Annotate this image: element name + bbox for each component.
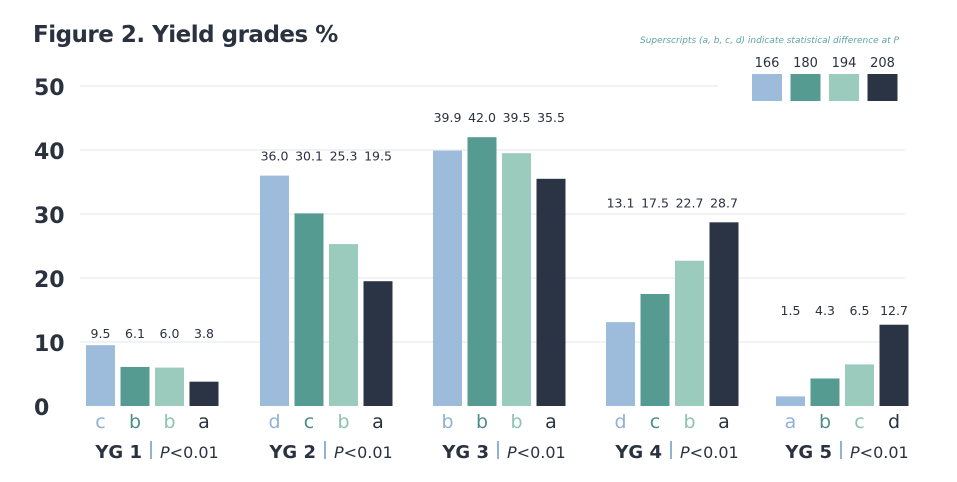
superscript-letter: b (163, 411, 175, 433)
category-label: YG 1 (94, 442, 142, 463)
data-label: 6.1 (125, 326, 145, 341)
bar (260, 175, 289, 406)
superscript-letter: b (510, 411, 522, 433)
data-label: 17.5 (641, 195, 669, 210)
y-tick-label: 10 (34, 332, 65, 357)
superscript-letter: a (545, 411, 557, 433)
p-value-label: P<0.01 (334, 443, 393, 462)
superscript-letter: a (372, 411, 384, 433)
data-label: 1.5 (781, 303, 801, 318)
superscript-letter: b (129, 411, 141, 433)
data-label: 4.3 (815, 303, 835, 318)
data-label: 12.7 (880, 303, 908, 318)
bar (810, 378, 840, 406)
legend-label: 208 (870, 56, 895, 71)
bar (879, 324, 909, 406)
bar (120, 366, 150, 406)
bar (709, 222, 739, 406)
p-symbol: P (507, 443, 517, 462)
bar (189, 381, 219, 406)
data-label: 39.9 (434, 110, 462, 125)
legend-swatch (752, 74, 782, 101)
data-label: 25.3 (330, 149, 358, 164)
superscript-letter: d (888, 411, 900, 433)
data-label: 28.7 (710, 195, 738, 210)
category-label: YG 5 (784, 442, 832, 463)
data-label: 9.5 (91, 326, 111, 341)
bar (155, 367, 184, 406)
bar (363, 281, 393, 406)
legend-label: 166 (755, 56, 780, 71)
legend-label: 180 (793, 56, 818, 71)
legend-swatch (867, 74, 898, 101)
superscript-letter: a (785, 411, 797, 433)
p-symbol: P (680, 443, 690, 462)
bar (329, 244, 358, 406)
data-label: 6.0 (160, 326, 180, 341)
p-value-label: P<0.01 (850, 443, 909, 462)
p-symbol: P (160, 443, 170, 462)
data-label: 3.8 (194, 326, 214, 341)
data-label: 42.0 (468, 110, 496, 125)
superscript-letter: c (650, 411, 660, 433)
data-label: 39.5 (503, 110, 531, 125)
superscript-letter: c (304, 411, 314, 433)
superscript-letter: d (268, 411, 280, 433)
bar (845, 364, 874, 406)
bar (536, 178, 566, 406)
p-symbol: P (334, 443, 344, 462)
data-label: 22.7 (676, 195, 704, 210)
bar (86, 345, 115, 406)
y-tick-label: 30 (34, 204, 65, 229)
bar (640, 294, 670, 406)
y-tick-label: 20 (34, 268, 65, 293)
bar (606, 322, 635, 406)
p-value-label: P<0.01 (160, 443, 219, 462)
superscript-letter: d (614, 411, 626, 433)
superscript-letter: a (198, 411, 210, 433)
y-tick-label: 0 (34, 396, 49, 421)
chart-title: Figure 2. Yield grades % (33, 22, 338, 48)
data-label: 13.1 (607, 195, 635, 210)
category-label: YG 2 (268, 442, 316, 463)
bar (294, 213, 324, 406)
superscript-letter: b (819, 411, 831, 433)
data-label: 36.0 (261, 149, 289, 164)
superscript-letter: b (441, 411, 453, 433)
data-label: 19.5 (364, 149, 392, 164)
p-threshold: <0.01 (690, 443, 739, 462)
bar (467, 137, 497, 406)
bar (675, 260, 704, 406)
data-label: 6.5 (850, 303, 870, 318)
bar (776, 396, 805, 406)
bar (433, 150, 462, 406)
p-threshold: <0.01 (860, 443, 909, 462)
category-label: YG 3 (441, 442, 489, 463)
p-threshold: <0.01 (517, 443, 566, 462)
superscript-letter: c (95, 411, 105, 433)
p-value-label: P<0.01 (680, 443, 739, 462)
superscript-letter: b (337, 411, 349, 433)
legend-swatch (790, 74, 821, 101)
chart-note: Superscripts (a, b, c, d) indicate stati… (640, 36, 902, 46)
p-threshold: <0.01 (170, 443, 219, 462)
category-label: YG 4 (614, 442, 662, 463)
data-label: 35.5 (537, 110, 565, 125)
superscript-letter: c (854, 411, 864, 433)
superscript-letter: b (476, 411, 488, 433)
y-tick-label: 50 (34, 76, 65, 101)
legend-swatch (829, 74, 859, 101)
p-threshold: <0.01 (344, 443, 393, 462)
legend-label: 194 (832, 56, 857, 71)
p-value-label: P<0.01 (507, 443, 566, 462)
superscript-letter: b (683, 411, 695, 433)
superscript-letter: a (718, 411, 730, 433)
y-tick-label: 40 (34, 140, 65, 165)
data-label: 30.1 (295, 149, 323, 164)
bar (502, 153, 531, 406)
p-symbol: P (850, 443, 860, 462)
